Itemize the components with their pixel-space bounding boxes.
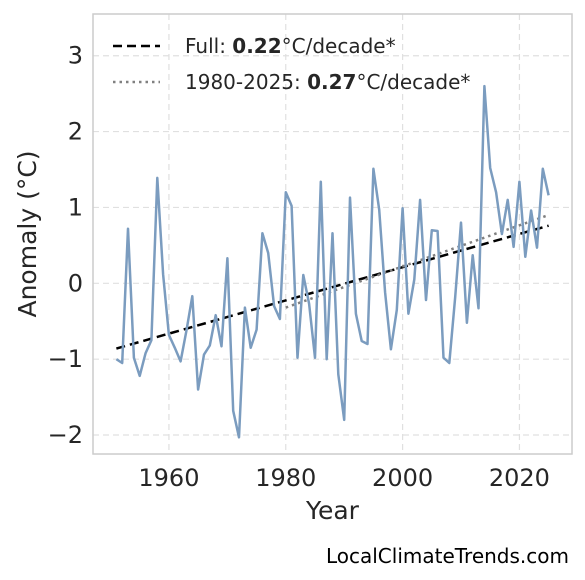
- legend-rate: 0.27: [307, 70, 356, 94]
- trend-line-full: [116, 224, 549, 350]
- y-tick-label: −1: [48, 345, 83, 373]
- legend-unit: °C/decade*: [356, 70, 470, 94]
- x-tick-labels: 1960 1980 2000 2020: [138, 464, 550, 492]
- legend-entry-full: Full: 0.22°C/decade*: [185, 34, 396, 58]
- legend-entry-recent: 1980-2025: 0.27°C/decade*: [185, 70, 470, 94]
- credit-text: LocalClimateTrends.com: [325, 544, 569, 568]
- y-tick-label: −2: [48, 421, 83, 449]
- plot-frame: [92, 13, 573, 455]
- legend-rate: 0.22: [232, 34, 281, 58]
- grid-lines: [93, 14, 572, 454]
- y-tick-labels: −2 −1 0 1 2 3: [48, 42, 83, 449]
- legend-unit: °C/decade*: [282, 34, 396, 58]
- y-tick-label: 1: [68, 193, 83, 221]
- y-tick-label: 3: [68, 42, 83, 70]
- y-tick-label: 2: [68, 118, 83, 146]
- x-tick-label: 2020: [489, 464, 550, 492]
- x-tick-label: 1980: [255, 464, 316, 492]
- y-axis-label: Anomaly (°C): [13, 150, 42, 317]
- legend-prefix: 1980-2025:: [185, 70, 307, 94]
- y-tick-label: 0: [68, 269, 83, 297]
- legend: Full: 0.22°C/decade* 1980-2025: 0.27°C/d…: [113, 34, 470, 94]
- x-axis-label: Year: [305, 496, 360, 525]
- x-tick-label: 1960: [138, 464, 199, 492]
- series-line: [115, 84, 550, 439]
- x-tick-label: 2000: [372, 464, 433, 492]
- legend-prefix: Full:: [185, 34, 232, 58]
